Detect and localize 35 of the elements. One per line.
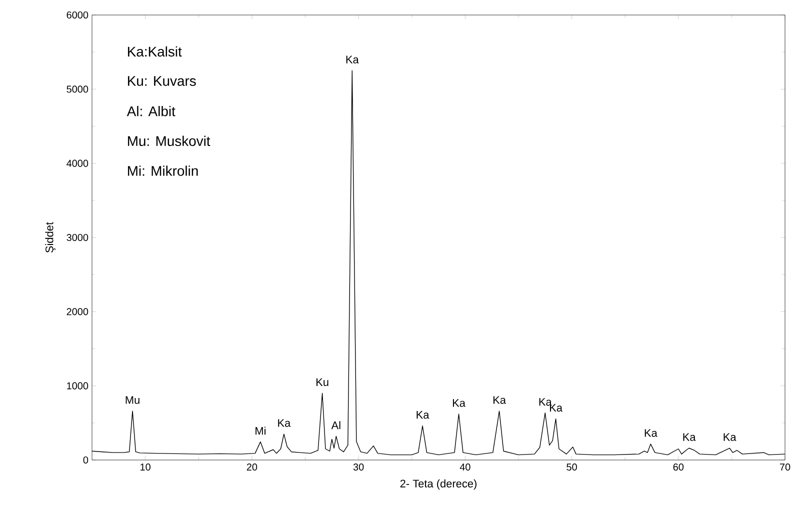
annotation: Mu: Muskovit bbox=[128, 136, 210, 146]
annotation: Ka bbox=[346, 56, 359, 64]
y-tick-label: 3000 bbox=[66, 234, 88, 242]
annotation: Al bbox=[331, 421, 340, 430]
y-tick-label: 6000 bbox=[66, 11, 88, 19]
y-tick-label: 0 bbox=[83, 456, 88, 464]
x-tick-label: 30 bbox=[353, 464, 364, 471]
annotation: Ku: Kuvars bbox=[128, 76, 196, 86]
annotation: Mi bbox=[256, 426, 266, 435]
y-tick-label: 1000 bbox=[67, 382, 88, 390]
annotation: Mu bbox=[126, 396, 140, 404]
y-tick-label: 5000 bbox=[66, 86, 88, 93]
y-tick-label: 2000 bbox=[66, 308, 88, 316]
annotation: Ka bbox=[644, 429, 658, 437]
annotation: Ka bbox=[539, 398, 552, 406]
annotation: Mi: Mikrolin bbox=[128, 166, 198, 176]
annotation: Ka bbox=[724, 433, 736, 441]
x-tick-label: 40 bbox=[460, 464, 470, 471]
annotation: Ka bbox=[550, 404, 562, 412]
y-axis-title: Şiddet bbox=[45, 222, 56, 253]
annotation: Ka:Kalsit bbox=[128, 46, 182, 57]
annotation: Ka bbox=[452, 399, 466, 407]
annotation: Al: Albit bbox=[126, 106, 176, 116]
x-tick-label: 70 bbox=[780, 464, 790, 471]
annotation: Ka bbox=[278, 419, 291, 427]
x-tick-label: 20 bbox=[246, 464, 258, 471]
x-tick-label: 50 bbox=[566, 464, 577, 471]
annotation: Ku bbox=[316, 378, 328, 386]
x-tick-label: 10 bbox=[140, 464, 150, 471]
y-tick-label: 4000 bbox=[66, 160, 88, 167]
annotation: Ka bbox=[493, 396, 506, 404]
annotation: Ka bbox=[683, 433, 696, 441]
x-axis-title: 2- Teta (derece) bbox=[400, 479, 476, 490]
annotation: Ka bbox=[416, 411, 430, 419]
x-tick-label: 60 bbox=[673, 464, 684, 471]
